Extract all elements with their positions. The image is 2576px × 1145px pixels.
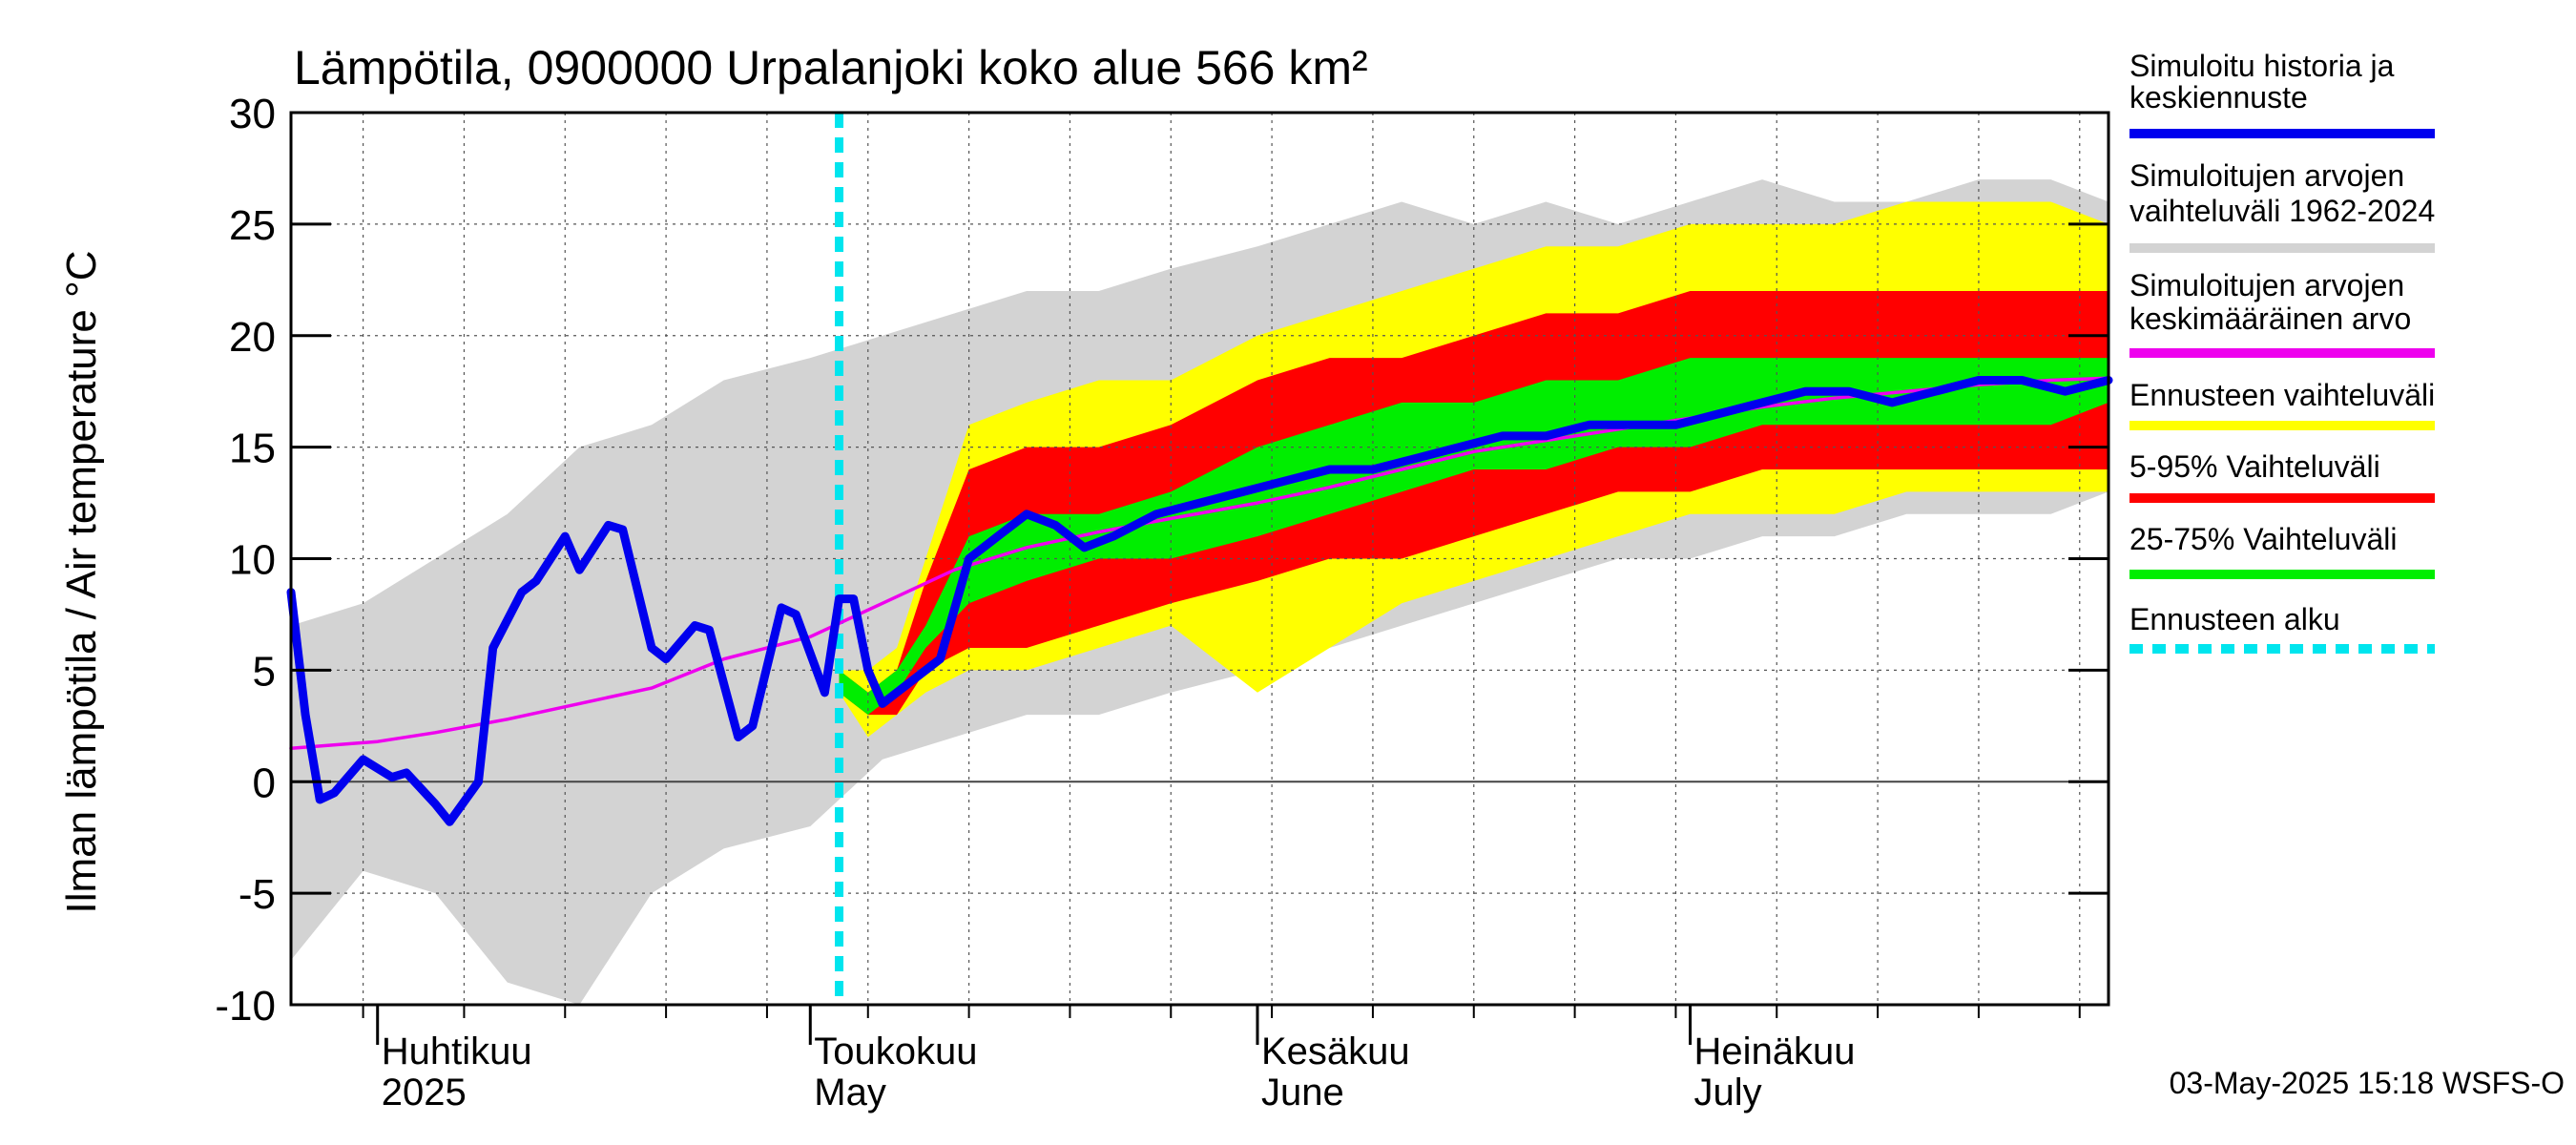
- timestamp-footer: 03-May-2025 15:18 WSFS-O: [2170, 1066, 2565, 1100]
- y-tick-label: 20: [229, 314, 276, 361]
- p25-75-area: [839, 358, 2109, 716]
- y-tick-label: 0: [253, 760, 276, 806]
- month-label-primary: Huhtikuu: [382, 1030, 532, 1072]
- mean-line: [289, 376, 2110, 750]
- month-label-secondary: May: [814, 1072, 886, 1114]
- legend-label-line2: vaihteluväli 1962-2024: [2129, 194, 2435, 228]
- y-tick-label: -5: [239, 871, 276, 918]
- mean-series-line: [289, 376, 2110, 750]
- y-tick-label: 10: [229, 537, 276, 584]
- legend-label: Ennusteen vaihteluväli: [2129, 378, 2435, 412]
- month-label-primary: Kesäkuu: [1261, 1030, 1410, 1072]
- p25-75-band: [839, 358, 2109, 716]
- y-ticks: 30 25 20 15 10 5 0 -5 -10: [215, 91, 2109, 1030]
- month-label-secondary: July: [1694, 1072, 1762, 1114]
- month-label-secondary: June: [1261, 1072, 1344, 1114]
- month-label-primary: Heinäkuu: [1694, 1030, 1856, 1072]
- y-tick-label: 15: [229, 426, 276, 472]
- median-series-line: [286, 376, 2113, 826]
- legend-label: Simuloitujen arvojen: [2129, 268, 2404, 302]
- y-tick-label: 30: [229, 91, 276, 137]
- legend-label: Simuloitu historia ja: [2129, 49, 2395, 83]
- y-tick-label: -10: [215, 983, 276, 1030]
- legend-label: 25-75% Vaihteluväli: [2129, 522, 2397, 556]
- y-axis-title: Ilman lämpötila / Air temperature °C: [58, 251, 105, 914]
- median-line: [286, 376, 2113, 826]
- month-label-primary: Toukokuu: [814, 1030, 977, 1072]
- chart-title: Lämpötila, 0900000 Urpalanjoki koko alue…: [294, 41, 1368, 94]
- legend-label-line2: keskimääräinen arvo: [2129, 302, 2411, 336]
- month-label-secondary: 2025: [382, 1072, 467, 1114]
- y-tick-label: 25: [229, 202, 276, 249]
- y-tick-label: 5: [253, 648, 276, 695]
- legend-label: 5-95% Vaihteluväli: [2129, 449, 2380, 484]
- legend-label: Simuloitujen arvojen: [2129, 158, 2404, 193]
- legend-label-line2: keskiennuste: [2129, 80, 2308, 114]
- legend-label: Ennusteen alku: [2129, 602, 2340, 636]
